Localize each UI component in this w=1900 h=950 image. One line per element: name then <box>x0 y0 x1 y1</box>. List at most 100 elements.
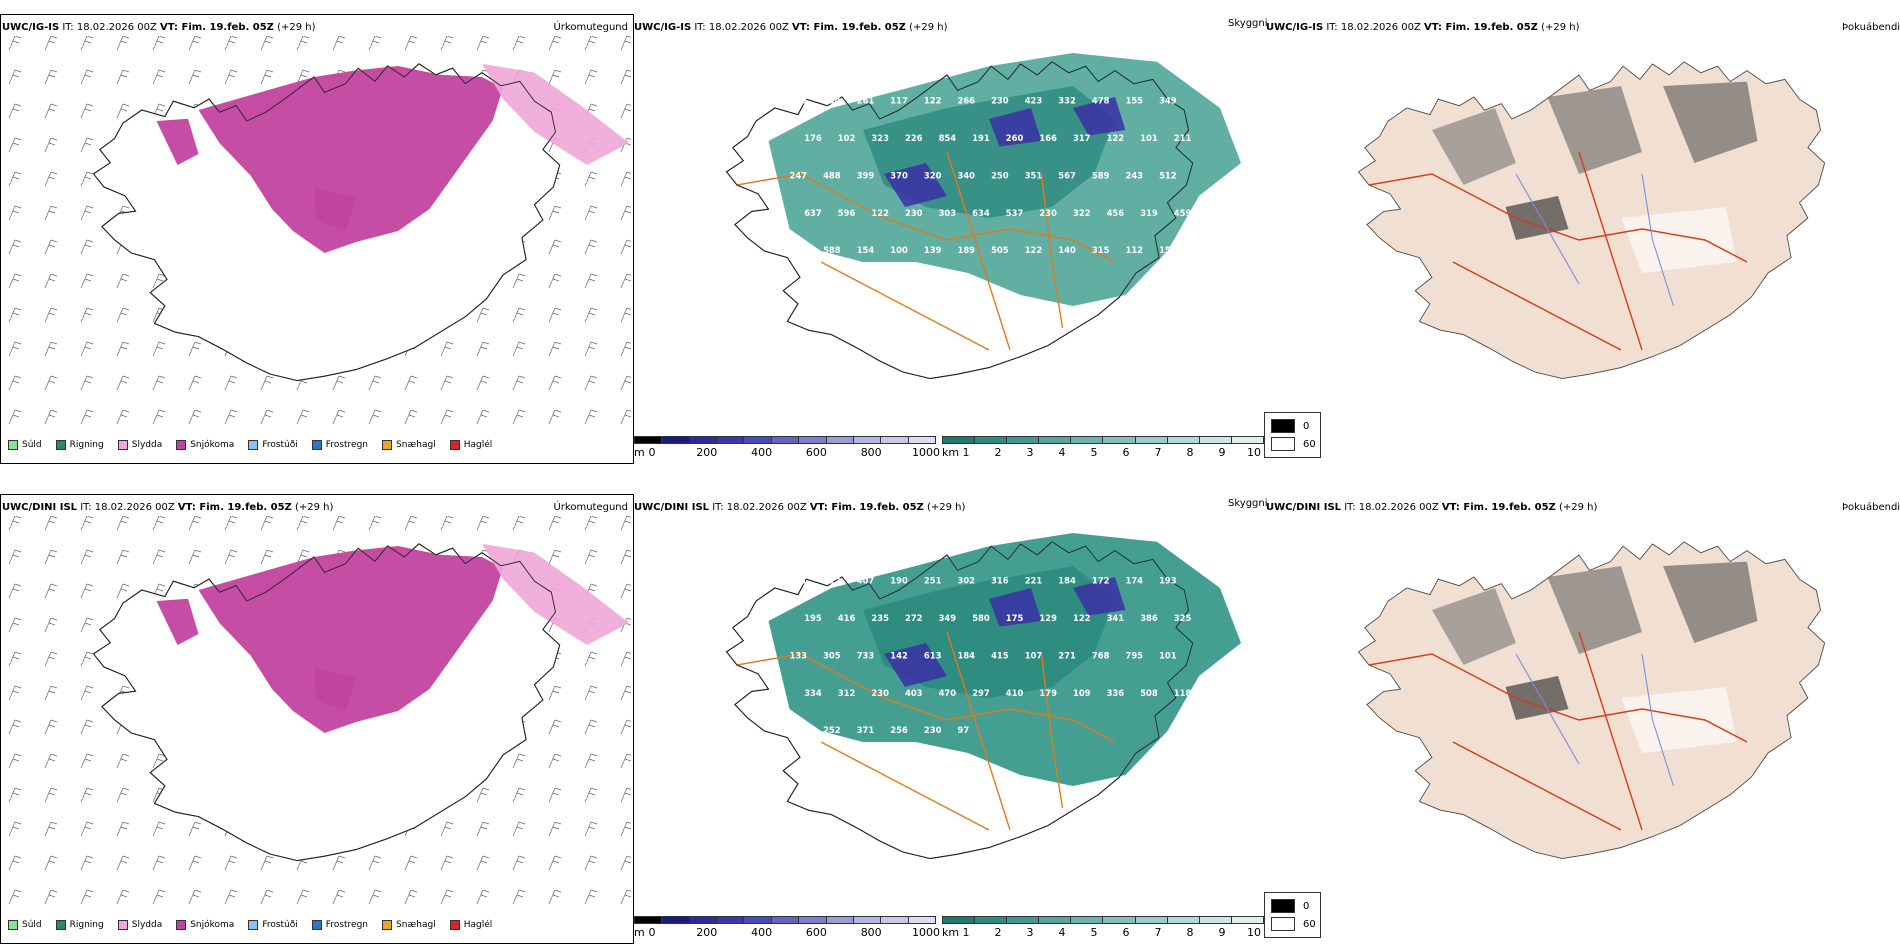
colorbar-tick: 800 <box>860 446 882 459</box>
cloud-base-label: 336 <box>1107 689 1125 699</box>
wind-barb <box>260 855 274 871</box>
wind-barb <box>44 651 58 667</box>
cloud-base-label: 340 <box>958 171 976 181</box>
cloud-base-label: 302 <box>958 576 976 586</box>
fog-legend-label: 0 <box>1303 900 1310 912</box>
wind-barb <box>548 341 562 357</box>
wind-barb <box>548 375 562 391</box>
snowfall-area <box>198 546 503 733</box>
legend-swatch <box>382 440 393 450</box>
wind-barb <box>260 549 274 565</box>
wind-barb <box>260 36 274 51</box>
wind-barb <box>476 36 490 51</box>
fog-map <box>1357 61 1826 380</box>
colorbar-segment <box>1167 917 1200 923</box>
wind-barb <box>404 516 418 531</box>
wind-barb <box>44 171 58 187</box>
cloud-base-label: 230 <box>991 96 1009 106</box>
fog-legend: 0 60 <box>1264 892 1321 938</box>
colorbar-segment <box>662 437 690 443</box>
fog-legend-label: 0 <box>1303 420 1310 432</box>
cloud-panel-title: UWC/IG-IS IT: 18.02.2026 00Z VT: Fim. 19… <box>634 22 948 33</box>
wind-barb <box>152 855 166 871</box>
wind-barb <box>116 409 130 425</box>
cloud-base-label: 247 <box>790 171 808 181</box>
wind-barb <box>116 753 130 769</box>
wind-barb <box>620 307 631 323</box>
colorbar-segment <box>1135 917 1168 923</box>
cloud-base-label: 403 <box>905 689 923 699</box>
cloud-base-label: 155 <box>1126 96 1144 106</box>
colorbar-tick: 3 <box>1026 446 1034 459</box>
legend-label: Snæhagl <box>396 440 436 450</box>
wind-barb <box>620 69 631 85</box>
wind-barb <box>584 273 598 289</box>
wind-barb <box>80 651 94 667</box>
colorbar-tick: 10 <box>1247 926 1261 939</box>
cloud-base-label: 256 <box>890 726 908 736</box>
fog-legend-label: 60 <box>1303 438 1316 450</box>
wind-barb <box>584 651 598 667</box>
colorbar-segment <box>1071 437 1104 443</box>
colorbar-unit: m <box>634 926 645 939</box>
colorbar-tick: 2 <box>994 926 1002 939</box>
wind-barb <box>80 516 94 531</box>
cloud-base-label: 117 <box>890 96 908 106</box>
wind-barb <box>116 787 130 803</box>
wind-barb <box>332 409 346 425</box>
fog-index-area <box>1663 561 1758 643</box>
wind-barb <box>188 69 202 85</box>
wind-barb <box>584 753 598 769</box>
legend-swatch <box>176 920 187 930</box>
wind-barb <box>368 516 382 531</box>
wind-barb <box>368 889 382 905</box>
colorbar-tick: 5 <box>1090 926 1098 939</box>
cloud-base-label: 122 <box>1025 246 1043 256</box>
wind-barb <box>44 69 58 85</box>
cloud-base-label: 272 <box>905 614 923 624</box>
colorbar-tick: 9 <box>1218 446 1226 459</box>
wind-barb <box>44 516 58 531</box>
wind-barb <box>8 69 22 85</box>
wind-barb <box>80 69 94 85</box>
cloud-base-label: 488 <box>823 171 841 181</box>
wind-barb <box>620 753 631 769</box>
wind-barb <box>440 341 454 357</box>
wind-barb <box>44 583 58 599</box>
colorbar-tick: 200 <box>696 446 718 459</box>
cloud-base-label: 139 <box>924 246 942 256</box>
wind-barb <box>620 36 631 51</box>
wind-barb <box>116 516 130 531</box>
colorbar-tick: 400 <box>751 446 773 459</box>
sleet-area <box>481 543 629 645</box>
wind-barb <box>584 516 598 531</box>
wind-barb <box>440 516 454 531</box>
wind-barb <box>188 889 202 905</box>
legend-swatch <box>382 920 393 930</box>
fog-index-area <box>1621 687 1737 753</box>
wind-barb <box>332 36 346 51</box>
colorbar-segment <box>1103 437 1136 443</box>
colorbar-tick: 10 <box>1247 446 1261 459</box>
legend-label: Slydda <box>131 440 163 450</box>
wind-barb <box>8 549 22 565</box>
cloud-base-label: 305 <box>823 651 841 661</box>
visibility-colorbar: km 1 2 3 4 5 6 7 8 9 10 <box>942 436 1264 460</box>
cloud-base-label: 191 <box>972 134 990 144</box>
colorbar-segment <box>744 437 772 443</box>
wind-barb <box>548 239 562 255</box>
wind-barb <box>8 889 22 905</box>
fog-index-area <box>1547 566 1642 654</box>
wind-barb <box>548 685 562 701</box>
wind-barb <box>80 753 94 769</box>
colorbar-segment <box>1199 437 1232 443</box>
coastline <box>92 543 561 862</box>
wind-barb <box>44 375 58 391</box>
wind-barb <box>512 409 526 425</box>
wind-barb <box>80 341 94 357</box>
cloud-base-label: 122 <box>924 96 942 106</box>
wind-barb <box>512 855 526 871</box>
cloud-base-label: 102 <box>838 134 856 144</box>
wind-barb <box>440 855 454 871</box>
wind-barb <box>620 205 631 221</box>
